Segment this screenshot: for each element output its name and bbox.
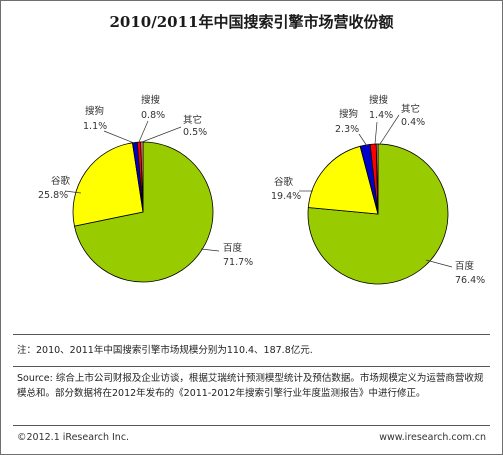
leader-line-2010-4	[141, 126, 182, 143]
chart-title: 2010/2011年中国搜索引擎市场营收份额	[109, 13, 394, 31]
leader-line-2011-2	[358, 133, 368, 147]
pie-slice-2011-1	[307, 145, 379, 215]
slice-value-label-2010-2: 1.1%	[83, 121, 107, 132]
divider-bottom	[13, 425, 490, 426]
slice-value-label-2010-1: 25.8%	[38, 190, 68, 201]
slice-name-label-2010-4: 其它	[183, 114, 202, 126]
leader-line-2010-0	[200, 248, 220, 252]
slice-name-label-2011-3: 搜搜	[369, 94, 389, 106]
slice-value-label-2011-0: 76.4%	[455, 275, 485, 286]
pie-slice-2011-4	[375, 143, 379, 215]
slice-name-label-2011-0: 百度	[455, 260, 475, 272]
pie-2010: 百度 71.7% 谷歌 25.8% 搜狗 1.1% 搜搜 0.8% 其它0.5%	[38, 94, 253, 283]
slice-name-label-2011-1: 谷歌	[274, 176, 294, 188]
slice-name-label-2010-0: 百度	[223, 242, 243, 254]
leader-line-2011-3	[374, 121, 378, 145]
slice-name-label-2010-3: 搜搜	[141, 94, 161, 106]
copyright-text: ©2012.1 iResearch Inc.	[17, 432, 130, 443]
slice-value-label-2010-4: 0.5%	[183, 127, 207, 138]
pie-slice-2010-0	[73, 141, 214, 283]
pie-2011: 百度 76.4% 谷歌 19.4% 搜狗 2.3% 搜搜 1.4% 其它 0.4%	[271, 94, 485, 286]
slice-value-label-2011-4: 0.4%	[401, 117, 425, 128]
slice-value-label-2011-2: 2.3%	[335, 124, 359, 135]
slice-value-label-2010-3: 0.8%	[141, 110, 165, 121]
leader-line-2010-2	[103, 130, 135, 144]
pie-slice-2010-4	[140, 141, 144, 213]
leader-line-2011-0	[425, 259, 453, 268]
slice-name-label-2011-2: 搜狗	[339, 108, 358, 120]
pie-slice-2010-1	[72, 142, 144, 227]
slice-name-label-2010-2: 搜狗	[85, 105, 104, 117]
slice-name-label-2010-1: 谷歌	[51, 175, 71, 187]
leader-line-2010-3	[138, 120, 149, 143]
slice-value-label-2011-3: 1.4%	[369, 110, 393, 121]
slice-value-label-2010-0: 71.7%	[223, 257, 253, 268]
footnote: 注：2010、2011年中国搜索引擎市场规模分别为110.4、187.8亿元.	[17, 345, 313, 356]
leader-line-2011-4	[379, 114, 400, 145]
website-text: www.iresearch.com.cn	[379, 432, 486, 443]
divider-middle	[13, 366, 490, 367]
source-text: Source: 综合上市公司财报及企业访谈，根据艾瑞统计预测模型统计及预估数据。…	[17, 373, 484, 399]
pie-slice-2011-0	[307, 143, 449, 285]
divider-top	[13, 334, 490, 335]
slice-name-label-2011-4: 其它	[401, 103, 420, 115]
leader-line-2010-1	[64, 190, 82, 194]
slice-value-label-2011-1: 19.4%	[271, 191, 301, 202]
